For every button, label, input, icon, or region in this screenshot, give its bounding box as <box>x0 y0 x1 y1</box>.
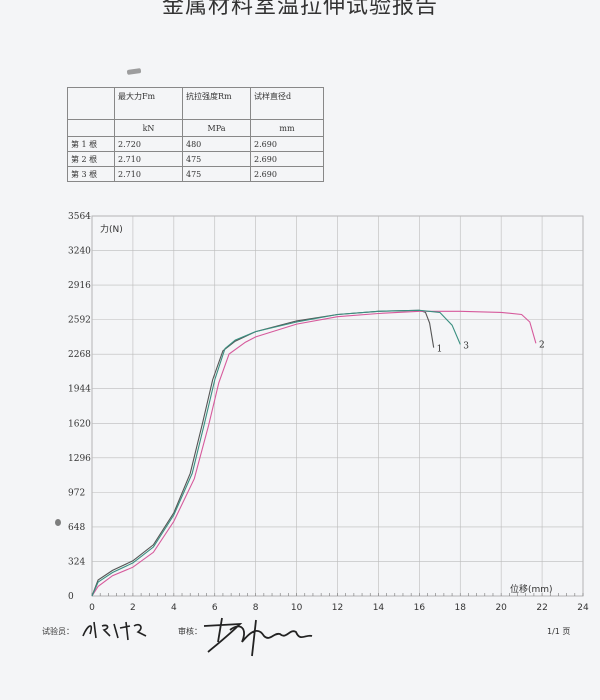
curve-specimen-2 <box>91 310 537 597</box>
results-table: 最大力Fm 抗拉强度Rm 试样直径d kN MPa mm 第 1 根 2.720… <box>67 87 324 182</box>
unit-cell-fm: kN <box>114 119 183 137</box>
row-d: 2.690 <box>250 136 324 152</box>
ink-mark <box>55 519 61 526</box>
row-label: 第 2 根 <box>67 151 115 167</box>
row-fm: 2.710 <box>114 166 183 182</box>
page-number: 1/1 页 <box>547 627 571 636</box>
x-tick-label: 18 <box>455 603 467 613</box>
y-tick-label: 0 <box>68 592 74 602</box>
tester-label: 试验员： <box>42 627 74 636</box>
x-tick-label: 24 <box>577 603 589 613</box>
row-fm: 2.710 <box>114 151 183 167</box>
y-tick-label: 1620 <box>68 419 91 429</box>
row-rm: 475 <box>182 151 251 167</box>
header-tensile-strength: 抗拉强度Rm <box>182 87 251 120</box>
table-header-row: 最大力Fm 抗拉强度Rm 试样直径d <box>67 87 324 120</box>
unit-cell-rm: MPa <box>182 119 251 137</box>
table-row: 第 1 根 2.720 480 2.690 <box>67 136 324 152</box>
header-cell-blank <box>67 87 115 120</box>
x-tick-label: 10 <box>291 603 303 613</box>
curve-label-1: 1 <box>437 345 443 355</box>
y-tick-label: 2916 <box>68 281 91 291</box>
y-tick-label: 1296 <box>68 454 91 464</box>
reviewer-signature <box>203 617 313 657</box>
x-tick-label: 4 <box>171 603 177 613</box>
y-tick-label: 972 <box>68 488 85 498</box>
row-label: 第 1 根 <box>67 136 115 152</box>
y-tick-label: 2592 <box>68 316 91 326</box>
table-row: 第 2 根 2.710 475 2.690 <box>67 151 324 167</box>
ink-smudge <box>126 68 142 75</box>
x-tick-label: 20 <box>495 603 507 613</box>
unit-mm: mm <box>279 123 295 133</box>
x-axis-label: 位移(mm) <box>510 583 553 595</box>
x-tick-label: 0 <box>89 603 95 613</box>
curve-specimen-1 <box>91 309 435 597</box>
y-axis-label: 力(N) <box>100 223 123 235</box>
chart-grid <box>91 215 584 597</box>
x-tick-label: 2 <box>130 603 136 613</box>
chart-curves: 1 2 3 <box>91 309 545 597</box>
row-fm: 2.720 <box>114 136 183 152</box>
curve-specimen-3 <box>91 309 461 597</box>
curve-label-3: 3 <box>463 341 469 351</box>
header-max-force: 最大力Fm <box>114 87 183 120</box>
x-tick-label: 22 <box>536 603 547 613</box>
chart-ticks: 0 2 4 6 8 10 12 14 16 18 20 22 240324648972129616201… <box>68 212 589 613</box>
curve-label-2: 2 <box>539 340 545 350</box>
y-tick-label: 3564 <box>68 212 91 222</box>
y-tick-label: 1944 <box>68 385 91 395</box>
y-tick-label: 2268 <box>68 350 91 360</box>
force-displacement-chart: 0 2 4 6 8 10 12 14 16 18 20 22 240324648972129616201… <box>68 212 589 613</box>
y-tick-label: 3240 <box>68 247 91 257</box>
x-tick-label: 14 <box>373 603 385 613</box>
report-title: 金属材料室温拉伸试验报告 <box>161 0 438 19</box>
x-tick-label: 6 <box>212 603 218 613</box>
header-diameter: 试样直径d <box>250 87 324 120</box>
unit-cell-blank <box>67 119 115 137</box>
y-tick-label: 648 <box>68 523 85 533</box>
row-label: 第 3 根 <box>67 166 115 182</box>
row-d: 2.690 <box>250 166 324 182</box>
x-tick-label: 12 <box>332 603 343 613</box>
unit-kn: kN <box>142 123 155 133</box>
tester-signature <box>82 621 147 641</box>
table-unit-row: kN MPa mm <box>67 119 324 137</box>
unit-mpa: MPa <box>207 123 226 133</box>
reviewer-label: 审核： <box>178 627 202 636</box>
x-tick-label: 16 <box>414 603 426 613</box>
y-tick-label: 324 <box>68 557 85 567</box>
table-row: 第 3 根 2.710 475 2.690 <box>67 166 324 182</box>
row-rm: 480 <box>182 136 251 152</box>
x-tick-label: 8 <box>253 603 259 613</box>
row-rm: 475 <box>182 166 251 182</box>
unit-cell-d: mm <box>250 119 324 137</box>
row-d: 2.690 <box>250 151 324 167</box>
